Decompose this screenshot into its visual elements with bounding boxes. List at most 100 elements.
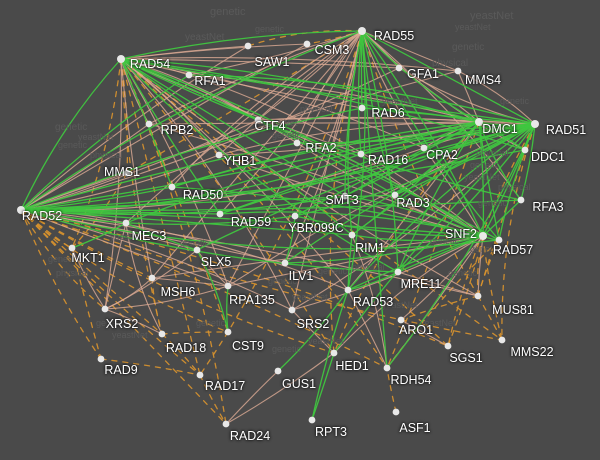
- node-label-rad9[interactable]: RAD9: [104, 363, 138, 377]
- node-dot-sgs1[interactable]: [444, 342, 452, 350]
- node-label-mkt1[interactable]: MKT1: [71, 251, 105, 265]
- node-label-sgs1[interactable]: SGS1: [449, 351, 483, 365]
- node-label-rad55[interactable]: RAD55: [373, 29, 415, 43]
- node-label-rpb2[interactable]: RPB2: [160, 123, 194, 137]
- node-label-mec3[interactable]: MEC3: [131, 229, 167, 243]
- node-dot-asf1[interactable]: [392, 408, 400, 416]
- node-label-mms4[interactable]: MMS4: [464, 73, 502, 87]
- node-dot-rad24[interactable]: [222, 420, 230, 428]
- node-label-gfa1[interactable]: GFA1: [407, 67, 439, 81]
- node-dot-mkt1[interactable]: [68, 244, 76, 252]
- node-label-cst9[interactable]: CST9: [232, 339, 264, 353]
- node-label-rad17[interactable]: RAD17: [204, 379, 246, 393]
- node-dot-gfa1[interactable]: [395, 64, 403, 72]
- node-label-rad54[interactable]: RAD54: [129, 57, 171, 71]
- node-label-rad6[interactable]: RAD6: [371, 106, 405, 120]
- node-dot-rad16[interactable]: [357, 150, 365, 158]
- node-dot-srs2[interactable]: [288, 306, 296, 314]
- node-dot-rfa3[interactable]: [517, 196, 525, 204]
- node-dot-rfa1[interactable]: [185, 71, 193, 79]
- node-dot-yhb1[interactable]: [215, 151, 223, 159]
- node-label-slx5[interactable]: SLX5: [200, 255, 232, 269]
- node-label-dmc1[interactable]: DMC1: [482, 122, 518, 136]
- node-dot-xrs2[interactable]: [101, 305, 109, 313]
- node-label-rad50[interactable]: RAD50: [182, 188, 224, 202]
- node-label-yhb1[interactable]: YHB1: [223, 154, 257, 168]
- node-dot-msh6[interactable]: [148, 274, 156, 282]
- node-dot-rad59[interactable]: [216, 210, 224, 218]
- node-dot-aro1[interactable]: [397, 316, 405, 324]
- node-label-aro1[interactable]: ARO1: [398, 323, 434, 337]
- node-dot-rad3[interactable]: [391, 191, 399, 199]
- node-dot-rad52[interactable]: [17, 206, 25, 214]
- node-label-mms1[interactable]: MMS1: [103, 165, 141, 179]
- node-label-gus1[interactable]: GUS1: [281, 377, 317, 391]
- node-label-rfa2[interactable]: RFA2: [305, 141, 337, 155]
- node-dot-mus81[interactable]: [474, 292, 482, 300]
- node-dot-hed1[interactable]: [330, 349, 338, 357]
- node-label-mms22[interactable]: MMS22: [510, 345, 554, 359]
- node-dot-rad51[interactable]: [531, 120, 539, 128]
- node-dot-ilv1[interactable]: [281, 259, 289, 267]
- node-label-rpa135[interactable]: RPA135: [229, 293, 275, 307]
- node-dot-csm3[interactable]: [303, 40, 311, 48]
- node-label-rad53[interactable]: RAD53: [352, 295, 394, 309]
- node-label-rad57[interactable]: RAD57: [492, 243, 534, 257]
- node-dot-ybr099c[interactable]: [291, 212, 299, 220]
- node-label-rad18[interactable]: RAD18: [165, 341, 207, 355]
- node-label-ilv1[interactable]: ILV1: [288, 269, 314, 283]
- node-dot-ctf4[interactable]: [254, 116, 262, 124]
- node-dot-rpt3[interactable]: [308, 416, 316, 424]
- node-label-mus81[interactable]: MUS81: [492, 303, 534, 317]
- node-dot-rad17[interactable]: [196, 371, 204, 379]
- node-dot-mec3[interactable]: [122, 219, 130, 227]
- node-label-asf1[interactable]: ASF1: [399, 421, 431, 435]
- node-dot-gus1[interactable]: [274, 367, 282, 375]
- node-dot-rpa135[interactable]: [224, 282, 232, 290]
- node-dot-rfa2[interactable]: [293, 139, 301, 147]
- node-dot-cpa2[interactable]: [420, 144, 428, 152]
- node-label-ybr099c[interactable]: YBR099C: [288, 221, 344, 235]
- node-dot-ddc1[interactable]: [521, 146, 529, 154]
- node-label-ddc1[interactable]: DDC1: [530, 150, 566, 164]
- node-label-rad24[interactable]: RAD24: [229, 429, 271, 443]
- node-label-rad51[interactable]: RAD51: [545, 123, 587, 137]
- node-label-rfa3[interactable]: RFA3: [532, 200, 564, 214]
- node-dot-rim1[interactable]: [348, 231, 356, 239]
- node-dot-smt3[interactable]: [341, 192, 349, 200]
- node-label-msh6[interactable]: MSH6: [160, 285, 196, 299]
- node-dot-mre11[interactable]: [394, 268, 402, 276]
- node-dot-rad53[interactable]: [344, 286, 352, 294]
- node-dot-rad54[interactable]: [117, 55, 125, 63]
- node-label-srs2[interactable]: SRS2: [296, 317, 330, 331]
- node-label-rdh54[interactable]: RDH54: [390, 373, 432, 387]
- node-label-mre11[interactable]: MRE11: [400, 277, 442, 291]
- node-dot-saw1[interactable]: [244, 42, 252, 50]
- node-label-rpt3[interactable]: RPT3: [315, 425, 347, 439]
- node-dot-rad57[interactable]: [495, 236, 503, 244]
- node-dot-rad9[interactable]: [97, 355, 105, 363]
- node-dot-rad50[interactable]: [168, 183, 176, 191]
- node-dot-slx5[interactable]: [193, 246, 201, 254]
- node-label-ctf4[interactable]: CTF4: [254, 119, 286, 133]
- node-dot-snf2[interactable]: [479, 232, 487, 240]
- node-label-rad16[interactable]: RAD16: [367, 153, 409, 167]
- node-dot-rpb2[interactable]: [145, 120, 153, 128]
- node-dot-mms22[interactable]: [498, 336, 506, 344]
- node-dot-dmc1[interactable]: [475, 118, 483, 126]
- node-dot-rad18[interactable]: [158, 330, 166, 338]
- node-label-xrs2[interactable]: XRS2: [105, 317, 139, 331]
- node-dot-mms4[interactable]: [454, 67, 462, 75]
- node-label-csm3[interactable]: CSM3: [314, 43, 350, 57]
- node-label-rim1[interactable]: RIM1: [355, 241, 385, 255]
- node-label-rad59[interactable]: RAD59: [230, 215, 272, 229]
- node-label-rad3[interactable]: RAD3: [396, 196, 430, 210]
- node-dot-rad6[interactable]: [358, 104, 366, 112]
- node-label-smt3[interactable]: SMT3: [325, 193, 359, 207]
- node-label-snf2[interactable]: SNF2: [445, 227, 477, 241]
- node-label-saw1[interactable]: SAW1: [254, 55, 290, 69]
- node-dot-mms1[interactable]: [123, 169, 131, 177]
- node-dot-cst9[interactable]: [224, 328, 232, 336]
- node-label-hed1[interactable]: HED1: [335, 359, 369, 373]
